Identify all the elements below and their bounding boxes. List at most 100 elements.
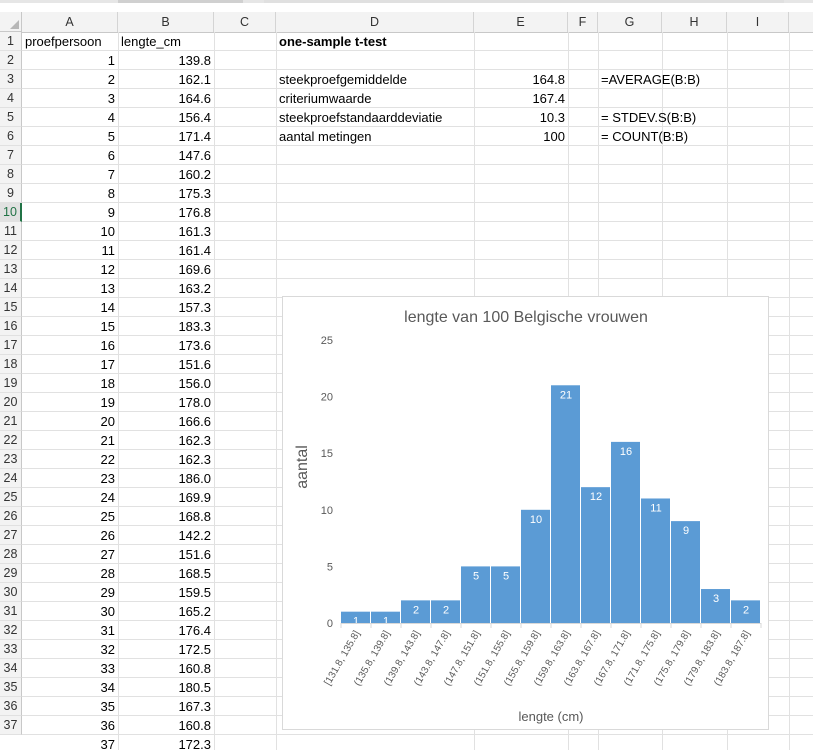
row-header-20[interactable]: 20 [0, 393, 22, 412]
ttest-value-sd[interactable]: 10.3 [539, 110, 565, 125]
cell-proefpersoon[interactable]: 35 [100, 699, 115, 714]
row-header-9[interactable]: 9 [0, 184, 22, 203]
cell-lengte[interactable]: 161.3 [178, 224, 211, 239]
histogram-bar[interactable] [401, 600, 430, 623]
row-header-27[interactable]: 27 [0, 526, 22, 545]
cell-proefpersoon[interactable]: 7 [107, 167, 115, 182]
histogram-bar[interactable] [461, 566, 490, 623]
cell-proefpersoon[interactable]: 37 [100, 737, 115, 750]
cell-proefpersoon[interactable]: 20 [100, 414, 115, 429]
row-header-7[interactable]: 7 [0, 146, 22, 165]
cell-lengte[interactable]: 161.4 [178, 243, 211, 258]
cell-proefpersoon[interactable]: 28 [100, 566, 115, 581]
histogram-bar[interactable] [581, 487, 610, 623]
cell-lengte[interactable]: 165.2 [178, 604, 211, 619]
cell-lengte[interactable]: 172.5 [178, 642, 211, 657]
cell-proefpersoon[interactable]: 34 [100, 680, 115, 695]
histogram-bar[interactable] [701, 589, 730, 623]
cell-lengte[interactable]: 156.0 [178, 376, 211, 391]
column-header-i[interactable]: I [727, 12, 789, 32]
column-header-e[interactable]: E [474, 12, 568, 32]
cell-lengte[interactable]: 166.6 [178, 414, 211, 429]
cell-lengte[interactable]: 172.3 [178, 737, 211, 750]
column-header-h[interactable]: H [662, 12, 727, 32]
cell-proefpersoon[interactable]: 32 [100, 642, 115, 657]
row-header-1[interactable]: 1 [0, 32, 22, 51]
cell-proefpersoon[interactable]: 11 [101, 243, 116, 258]
cell-proefpersoon[interactable]: 22 [100, 452, 115, 467]
row-header-16[interactable]: 16 [0, 317, 22, 336]
cell-lengte[interactable]: 151.6 [178, 547, 211, 562]
cell-lengte[interactable]: 168.5 [178, 566, 211, 581]
histogram-bar[interactable] [371, 611, 400, 623]
cell-proefpersoon[interactable]: 5 [107, 129, 115, 144]
cell-proefpersoon[interactable]: 9 [107, 205, 115, 220]
row-header-18[interactable]: 18 [0, 355, 22, 374]
histogram-bar[interactable] [341, 611, 370, 623]
cell-lengte[interactable]: 163.2 [178, 281, 211, 296]
ttest-label-mean[interactable]: steekproefgemiddelde [279, 72, 407, 87]
cell-proefpersoon[interactable]: 8 [107, 186, 115, 201]
row-header-26[interactable]: 26 [0, 507, 22, 526]
cell-proefpersoon[interactable]: 26 [100, 528, 115, 543]
cell-lengte[interactable]: 159.5 [178, 585, 211, 600]
cell-lengte[interactable]: 169.6 [178, 262, 211, 277]
cell-proefpersoon[interactable]: 19 [100, 395, 115, 410]
row-header-34[interactable]: 34 [0, 659, 22, 678]
cell-proefpersoon[interactable]: 25 [100, 509, 115, 524]
histogram-bar[interactable] [551, 385, 580, 623]
ttest-label-criterion[interactable]: criteriumwaarde [279, 91, 372, 106]
cell-proefpersoon[interactable]: 13 [100, 281, 115, 296]
cell-proefpersoon[interactable]: 4 [107, 110, 115, 125]
row-header-4[interactable]: 4 [0, 89, 22, 108]
row-header-15[interactable]: 15 [0, 298, 22, 317]
ttest-label-sd[interactable]: steekproefstandaarddeviatie [279, 110, 443, 125]
row-header-19[interactable]: 19 [0, 374, 22, 393]
cell-lengte[interactable]: 139.8 [178, 53, 211, 68]
ttest-title[interactable]: one-sample t-test [279, 34, 387, 49]
cell-proefpersoon[interactable]: 33 [100, 661, 115, 676]
cell-lengte[interactable]: 160.8 [178, 661, 211, 676]
column-header-c[interactable]: C [214, 12, 276, 32]
cell-proefpersoon[interactable]: 24 [100, 490, 115, 505]
cell-lengte[interactable]: 157.3 [178, 300, 211, 315]
cell-lengte[interactable]: 169.9 [178, 490, 211, 505]
cell-proefpersoon[interactable]: 12 [100, 262, 115, 277]
cell-lengte[interactable]: 180.5 [178, 680, 211, 695]
cell-proefpersoon[interactable]: 10 [100, 224, 115, 239]
cell-proefpersoon[interactable]: 3 [107, 91, 115, 106]
cell-proefpersoon[interactable]: 29 [100, 585, 115, 600]
cell-lengte[interactable]: 171.4 [178, 129, 211, 144]
cell-proefpersoon[interactable]: 1 [107, 53, 115, 68]
histogram-bar[interactable] [431, 600, 460, 623]
cell-lengte[interactable]: 186.0 [178, 471, 211, 486]
cell-lengte[interactable]: 147.6 [178, 148, 211, 163]
row-header-21[interactable]: 21 [0, 412, 22, 431]
row-header-12[interactable]: 12 [0, 241, 22, 260]
row-header-35[interactable]: 35 [0, 678, 22, 697]
histogram-bar[interactable] [641, 498, 670, 623]
cell-proefpersoon[interactable]: 31 [100, 623, 115, 638]
header-cell-proefpersoon[interactable]: proefpersoon [25, 34, 102, 49]
histogram-bar[interactable] [491, 566, 520, 623]
row-header-28[interactable]: 28 [0, 545, 22, 564]
ttest-formula-sd[interactable]: = STDEV.S(B:B) [601, 110, 697, 125]
cell-lengte[interactable]: 160.8 [178, 718, 211, 733]
cell-proefpersoon[interactable]: 18 [100, 376, 115, 391]
cell-proefpersoon[interactable]: 17 [100, 357, 115, 372]
histogram-bar[interactable] [611, 441, 640, 623]
cell-lengte[interactable]: 178.0 [178, 395, 211, 410]
row-header-6[interactable]: 6 [0, 127, 22, 146]
cell-lengte[interactable]: 168.8 [178, 509, 211, 524]
cell-lengte[interactable]: 167.3 [178, 699, 211, 714]
row-header-5[interactable]: 5 [0, 108, 22, 127]
row-header-31[interactable]: 31 [0, 602, 22, 621]
row-header-23[interactable]: 23 [0, 450, 22, 469]
select-all-corner[interactable] [0, 12, 22, 32]
row-header-33[interactable]: 33 [0, 640, 22, 659]
column-header-g[interactable]: G [598, 12, 662, 32]
cell-proefpersoon[interactable]: 30 [100, 604, 115, 619]
histogram-bar[interactable] [731, 600, 760, 623]
row-header-14[interactable]: 14 [0, 279, 22, 298]
histogram-bar[interactable] [521, 509, 550, 623]
